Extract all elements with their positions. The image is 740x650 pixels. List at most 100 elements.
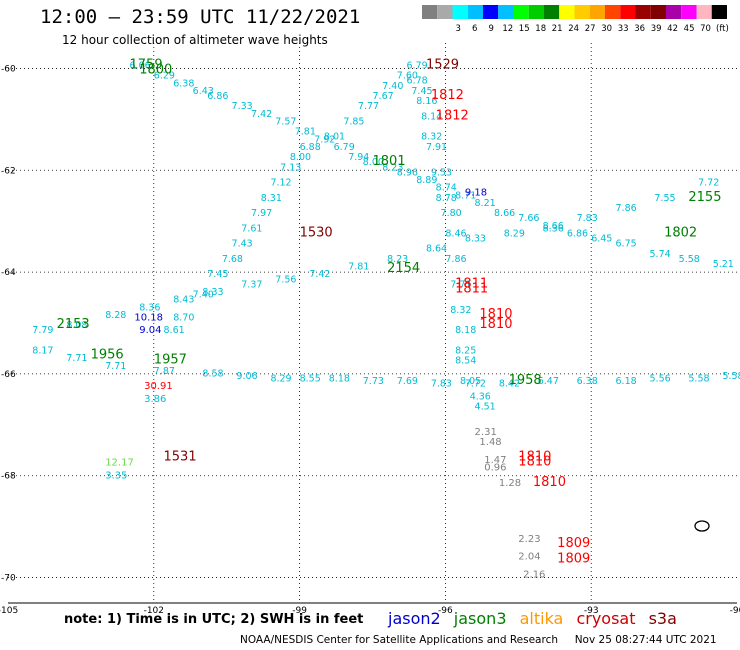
swh-value: 6.29: [154, 71, 175, 82]
swh-value: 7.45: [207, 269, 228, 280]
scale-swatch: [544, 5, 560, 19]
swh-value: 8.96: [397, 167, 418, 178]
swh-value: 6.45: [591, 234, 612, 245]
x-tick-label: -93: [584, 606, 599, 616]
swh-value: 8.64: [426, 244, 447, 255]
swh-value: 7.42: [309, 269, 330, 280]
swh-value: 8.01: [324, 132, 345, 143]
swh-value: 8.54: [455, 356, 476, 367]
swh-value: 8.70: [173, 312, 194, 323]
swh-value: 8.25: [455, 346, 476, 357]
swh-value: 8.08: [66, 320, 87, 331]
swh-value: 5.21: [713, 259, 734, 270]
scale-label: 33: [618, 24, 629, 34]
swh-value: 8.18: [329, 374, 350, 385]
time-label: 1809: [557, 551, 590, 566]
x-tick-label: -102: [144, 606, 164, 616]
scale-label: 27: [585, 24, 596, 34]
swh-value: 8.36: [543, 223, 564, 234]
scale-label: 9: [489, 24, 494, 34]
time-label: 1958: [509, 373, 542, 388]
sat-jason2: jason2: [388, 609, 441, 628]
color-scale-legend: 3 6 9 12 15 18 21 24 27 30 33 36 39 42 45 70 (ft): [422, 5, 729, 34]
scale-label: 24: [568, 24, 579, 34]
swh-value: 6.86: [567, 228, 588, 239]
time-label: 1801: [373, 154, 406, 169]
swh-value: 3.35: [105, 470, 127, 481]
y-tick-label: -68: [1, 472, 16, 482]
y-tick-label: -64: [1, 268, 16, 278]
credit-timestamp: Nov 25 08:27:44 UTC 2021: [574, 634, 717, 646]
scale-unit: (ft): [716, 24, 729, 34]
scale-swatch: [589, 5, 605, 19]
swh-value: 8.55: [300, 374, 321, 385]
swh-value: 6.78: [407, 76, 428, 87]
scale-label: 70: [700, 24, 711, 34]
swh-value: 8.32: [450, 305, 471, 316]
swh-value: 9.18: [465, 188, 487, 199]
scale-label: 12: [502, 24, 513, 34]
swh-value: 9.53: [431, 167, 452, 178]
swh-value: 7.72: [465, 379, 486, 390]
swh-value: 7.71: [105, 361, 126, 372]
swh-value: 5.56: [650, 374, 671, 385]
swh-value: 7.97: [251, 208, 272, 219]
time-label: 1811: [455, 276, 488, 291]
scale-swatch: [666, 5, 682, 19]
y-tick-label: -66: [1, 370, 16, 380]
swh-value: 7.86: [616, 203, 637, 214]
footer-note: note: 1) Time is in UTC; 2) SWH is in fe…: [64, 612, 364, 627]
swh-value: 7.81: [348, 262, 369, 273]
swh-value: 8.66: [494, 208, 515, 219]
scale-label: 6: [472, 24, 477, 34]
swh-value: 6.43: [193, 86, 214, 97]
island-outline: [694, 520, 710, 532]
swh-value: 8.32: [421, 132, 442, 143]
swh-value: 8.23: [387, 254, 408, 265]
swh-value: 8.18: [455, 325, 476, 336]
swh-value: 5.58: [688, 374, 709, 385]
swh-value: 8.29: [270, 374, 291, 385]
swh-value: 8.33: [202, 287, 223, 298]
swh-value: 7.72: [698, 178, 719, 189]
swh-value: 8.42: [499, 379, 520, 390]
swh-value: 8.16: [416, 96, 437, 107]
scale-label: 15: [519, 24, 530, 34]
swh-value: 7.92: [314, 134, 335, 145]
swh-value: 8.23: [382, 162, 403, 173]
time-label: 2153: [57, 317, 90, 332]
scale-swatch: [681, 5, 697, 19]
axis-ticks: -105 -102 -99 -96 -93 -90 -60 -62 -64 -66 -68 -70: [0, 64, 740, 616]
scale-swatch: [452, 5, 468, 19]
swh-value: 7.71: [450, 279, 471, 290]
swh-value: 8.29: [504, 228, 525, 239]
swh-value: 1.28: [499, 478, 521, 489]
time-label: 1759: [130, 57, 163, 72]
swh-value: 6.38: [173, 78, 194, 89]
swh-value: 7.61: [241, 223, 262, 234]
time-label: 1810: [479, 307, 512, 322]
swh-value: 7.40: [382, 81, 403, 92]
swh-value: 8.05: [460, 376, 481, 387]
scale-label: 42: [667, 24, 678, 34]
sat-altika: altika: [519, 609, 564, 628]
page-title: 12:00 – 23:59 UTC 11/22/2021: [40, 6, 361, 28]
swh-value: 6.88: [300, 142, 321, 153]
scale-swatch: [483, 5, 499, 19]
time-label: 1809: [557, 536, 590, 551]
scale-label: 45: [684, 24, 695, 34]
swh-value: 8.31: [261, 193, 282, 204]
data-points: 6.066.296.386.436.867.337.427.577.817.92…: [32, 60, 740, 580]
scale-swatch: [422, 5, 438, 19]
swh-value: 6.75: [616, 239, 637, 250]
swh-value: 8.46: [445, 228, 466, 239]
time-label: 1530: [300, 225, 333, 240]
swh-value: 8.36: [139, 302, 160, 313]
swh-value: 7.80: [441, 208, 462, 219]
time-label: 2155: [688, 190, 721, 205]
swh-value: 5.74: [650, 249, 671, 260]
swh-value: 30.91: [144, 381, 173, 392]
swh-value: 8.66: [543, 221, 564, 232]
swh-value: 1.48: [479, 437, 501, 448]
swh-value: 7.66: [518, 213, 539, 224]
